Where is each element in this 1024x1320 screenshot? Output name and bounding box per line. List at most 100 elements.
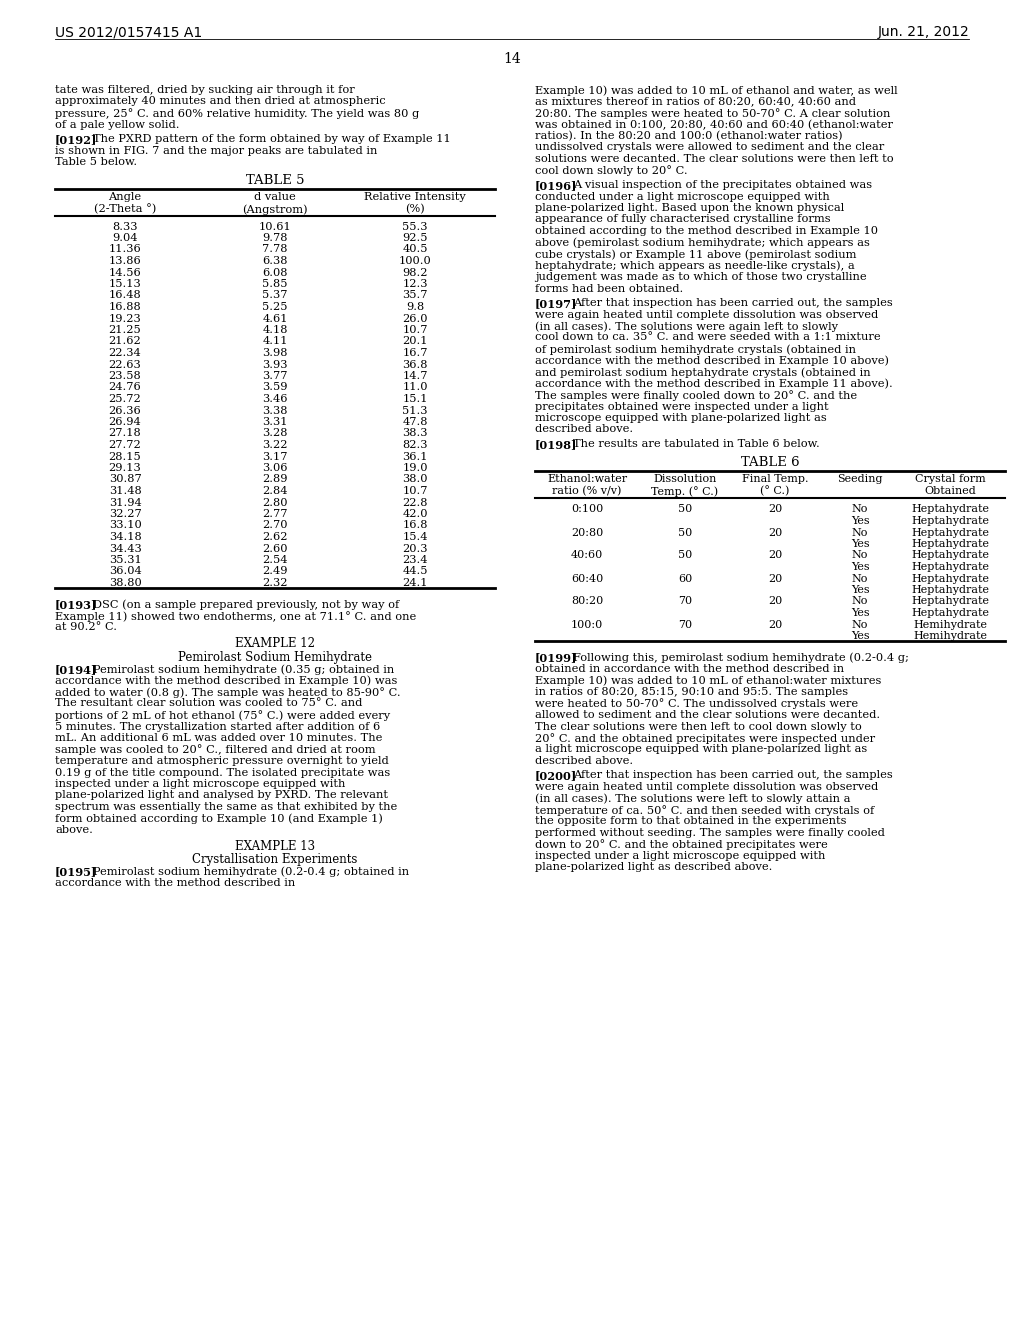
Text: 2.49: 2.49 <box>262 566 288 577</box>
Text: forms had been obtained.: forms had been obtained. <box>535 284 683 293</box>
Text: Heptahydrate: Heptahydrate <box>911 539 989 549</box>
Text: Pemirolast sodium hemihydrate (0.2-0.4 g; obtained in: Pemirolast sodium hemihydrate (0.2-0.4 g… <box>93 866 410 876</box>
Text: Crystallisation Experiments: Crystallisation Experiments <box>193 853 357 866</box>
Text: 12.3: 12.3 <box>402 279 428 289</box>
Text: 20° C. and the obtained precipitates were inspected under: 20° C. and the obtained precipitates wer… <box>535 733 876 744</box>
Text: 21.62: 21.62 <box>109 337 141 346</box>
Text: A visual inspection of the precipitates obtained was: A visual inspection of the precipitates … <box>573 180 872 190</box>
Text: 20:80. The samples were heated to 50-70° C. A clear solution: 20:80. The samples were heated to 50-70°… <box>535 108 891 119</box>
Text: DSC (on a sample prepared previously, not by way of: DSC (on a sample prepared previously, no… <box>93 599 399 610</box>
Text: plane-polarized light. Based upon the known physical: plane-polarized light. Based upon the kn… <box>535 203 844 213</box>
Text: 5.37: 5.37 <box>262 290 288 301</box>
Text: precipitates obtained were inspected under a light: precipitates obtained were inspected und… <box>535 401 828 412</box>
Text: Yes: Yes <box>851 562 869 572</box>
Text: Relative Intensity: Relative Intensity <box>365 193 466 202</box>
Text: The samples were finally cooled down to 20° C. and the: The samples were finally cooled down to … <box>535 389 857 401</box>
Text: 10.7: 10.7 <box>402 325 428 335</box>
Text: 3.06: 3.06 <box>262 463 288 473</box>
Text: 50: 50 <box>678 504 692 515</box>
Text: accordance with the method described in Example 11 above).: accordance with the method described in … <box>535 379 893 389</box>
Text: 38.80: 38.80 <box>109 578 141 587</box>
Text: described above.: described above. <box>535 425 633 434</box>
Text: above.: above. <box>55 825 93 836</box>
Text: The clear solutions were then left to cool down slowly to: The clear solutions were then left to co… <box>535 722 862 731</box>
Text: 16.88: 16.88 <box>109 302 141 312</box>
Text: 25.72: 25.72 <box>109 393 141 404</box>
Text: microscope equipped with plane-polarized light as: microscope equipped with plane-polarized… <box>535 413 826 422</box>
Text: 26.36: 26.36 <box>109 405 141 416</box>
Text: EXAMPLE 13: EXAMPLE 13 <box>234 840 315 853</box>
Text: 20.1: 20.1 <box>402 337 428 346</box>
Text: 20: 20 <box>768 550 782 561</box>
Text: 2.32: 2.32 <box>262 578 288 587</box>
Text: Yes: Yes <box>851 609 869 618</box>
Text: Heptahydrate: Heptahydrate <box>911 585 989 595</box>
Text: Heptahydrate: Heptahydrate <box>911 504 989 515</box>
Text: performed without seeding. The samples were finally cooled: performed without seeding. The samples w… <box>535 828 885 838</box>
Text: (in all cases). The solutions were left to slowly attain a: (in all cases). The solutions were left … <box>535 793 851 804</box>
Text: 3.98: 3.98 <box>262 348 288 358</box>
Text: (° C.): (° C.) <box>760 486 790 496</box>
Text: Example 11) showed two endotherms, one at 71.1° C. and one: Example 11) showed two endotherms, one a… <box>55 611 416 622</box>
Text: No: No <box>852 619 868 630</box>
Text: tate was filtered, dried by sucking air through it for: tate was filtered, dried by sucking air … <box>55 84 354 95</box>
Text: 2.84: 2.84 <box>262 486 288 496</box>
Text: (2-Theta °): (2-Theta °) <box>94 205 157 215</box>
Text: 13.86: 13.86 <box>109 256 141 267</box>
Text: obtained in accordance with the method described in: obtained in accordance with the method d… <box>535 664 844 675</box>
Text: 3.93: 3.93 <box>262 359 288 370</box>
Text: Following this, pemirolast sodium hemihydrate (0.2-0.4 g;: Following this, pemirolast sodium hemihy… <box>573 652 909 663</box>
Text: 20: 20 <box>768 504 782 515</box>
Text: inspected under a light microscope equipped with: inspected under a light microscope equip… <box>55 779 345 789</box>
Text: (%): (%) <box>406 205 425 214</box>
Text: 9.04: 9.04 <box>113 234 138 243</box>
Text: 10.7: 10.7 <box>402 486 428 496</box>
Text: 50: 50 <box>678 550 692 561</box>
Text: and pemirolast sodium heptahydrate crystals (obtained in: and pemirolast sodium heptahydrate cryst… <box>535 367 870 378</box>
Text: 33.10: 33.10 <box>109 520 141 531</box>
Text: Heptahydrate: Heptahydrate <box>911 573 989 583</box>
Text: 24.1: 24.1 <box>402 578 428 587</box>
Text: 15.4: 15.4 <box>402 532 428 543</box>
Text: down to 20° C. and the obtained precipitates were: down to 20° C. and the obtained precipit… <box>535 840 827 850</box>
Text: conducted under a light microscope equipped with: conducted under a light microscope equip… <box>535 191 829 202</box>
Text: Obtained: Obtained <box>924 486 976 496</box>
Text: US 2012/0157415 A1: US 2012/0157415 A1 <box>55 25 203 40</box>
Text: 34.18: 34.18 <box>109 532 141 543</box>
Text: 3.31: 3.31 <box>262 417 288 426</box>
Text: Yes: Yes <box>851 631 869 642</box>
Text: 3.59: 3.59 <box>262 383 288 392</box>
Text: No: No <box>852 573 868 583</box>
Text: [0197]: [0197] <box>535 298 578 309</box>
Text: Seeding: Seeding <box>838 474 883 484</box>
Text: were again heated until complete dissolution was observed: were again heated until complete dissolu… <box>535 309 879 319</box>
Text: temperature and atmospheric pressure overnight to yield: temperature and atmospheric pressure ove… <box>55 756 389 766</box>
Text: is shown in FIG. 7 and the major peaks are tabulated in: is shown in FIG. 7 and the major peaks a… <box>55 145 378 156</box>
Text: 23.4: 23.4 <box>402 554 428 565</box>
Text: Example 10) was added to 10 mL of ethanol:water mixtures: Example 10) was added to 10 mL of ethano… <box>535 676 882 686</box>
Text: [0192]: [0192] <box>55 135 97 145</box>
Text: 3.46: 3.46 <box>262 393 288 404</box>
Text: 100.0: 100.0 <box>398 256 431 267</box>
Text: above (pemirolast sodium hemihydrate; which appears as: above (pemirolast sodium hemihydrate; wh… <box>535 238 869 248</box>
Text: 3.17: 3.17 <box>262 451 288 462</box>
Text: portions of 2 mL of hot ethanol (75° C.) were added every: portions of 2 mL of hot ethanol (75° C.)… <box>55 710 390 721</box>
Text: 42.0: 42.0 <box>402 510 428 519</box>
Text: 55.3: 55.3 <box>402 222 428 231</box>
Text: [0199]: [0199] <box>535 652 578 664</box>
Text: 44.5: 44.5 <box>402 566 428 577</box>
Text: added to water (0.8 g). The sample was heated to 85-90° C.: added to water (0.8 g). The sample was h… <box>55 686 400 698</box>
Text: 40:60: 40:60 <box>570 550 603 561</box>
Text: described above.: described above. <box>535 756 633 766</box>
Text: 60: 60 <box>678 573 692 583</box>
Text: were heated to 50-70° C. The undissolved crystals were: were heated to 50-70° C. The undissolved… <box>535 698 858 709</box>
Text: undissolved crystals were allowed to sediment and the clear: undissolved crystals were allowed to sed… <box>535 143 885 153</box>
Text: 20: 20 <box>768 528 782 537</box>
Text: 14: 14 <box>503 51 521 66</box>
Text: accordance with the method described in Example 10 above): accordance with the method described in … <box>535 355 889 366</box>
Text: 11.0: 11.0 <box>402 383 428 392</box>
Text: appearance of fully characterised crystalline forms: appearance of fully characterised crysta… <box>535 214 830 224</box>
Text: 70: 70 <box>678 619 692 630</box>
Text: ratios). In the 80:20 and 100:0 (ethanol:water ratios): ratios). In the 80:20 and 100:0 (ethanol… <box>535 131 843 141</box>
Text: 3.38: 3.38 <box>262 405 288 416</box>
